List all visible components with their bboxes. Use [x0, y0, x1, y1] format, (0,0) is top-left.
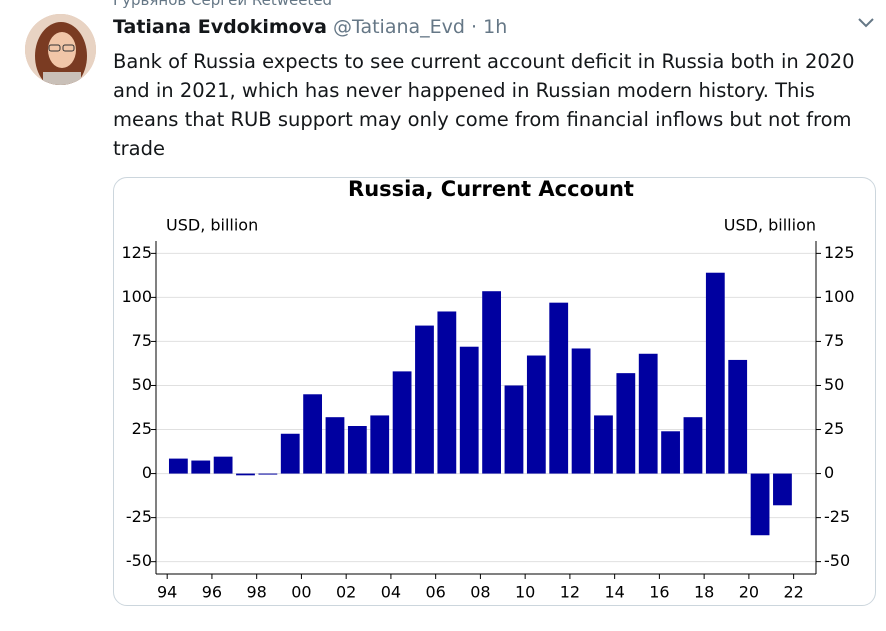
bar — [280, 433, 300, 474]
bar — [236, 473, 255, 476]
author-name[interactable]: Tatiana Evdokimova — [113, 16, 327, 38]
y-axis-label: USD, billion — [166, 216, 258, 235]
bar — [750, 473, 770, 536]
bar — [705, 272, 725, 474]
bar — [325, 417, 345, 474]
x-tick-label: 18 — [694, 583, 714, 602]
y-tick-label: 25 — [132, 419, 152, 438]
bar — [347, 426, 367, 474]
bar — [526, 355, 546, 474]
y2-tick-label: -50 — [824, 551, 850, 570]
retweet-note: Гурьянов Сергей Retweeted — [113, 0, 333, 9]
x-tick-label: 94 — [157, 583, 177, 602]
tweet-text: Bank of Russia expects to see current ac… — [113, 50, 855, 160]
shirt — [43, 72, 81, 85]
face — [48, 32, 76, 68]
bar — [459, 346, 479, 474]
bar — [773, 473, 792, 506]
y2-tick-label: 0 — [824, 463, 834, 482]
y2-tick-label: 50 — [824, 375, 844, 394]
y-tick-label: 125 — [121, 243, 152, 262]
bar — [258, 473, 278, 475]
x-tick-label: 10 — [515, 583, 535, 602]
bar — [370, 415, 390, 474]
x-tick-label: 02 — [336, 583, 356, 602]
chart-title: Russia, Current Account — [348, 178, 634, 201]
bar — [683, 417, 703, 474]
tweet-time[interactable]: 1h — [483, 16, 508, 38]
y-tick-label: 100 — [121, 287, 152, 306]
avatar[interactable] — [25, 14, 96, 85]
separator: · — [471, 16, 478, 38]
y2-axis-label: USD, billion — [724, 216, 816, 235]
bar — [504, 385, 524, 474]
x-tick-label: 16 — [649, 583, 669, 602]
x-tick-label: 20 — [739, 583, 759, 602]
glasses — [48, 44, 61, 52]
chart: Russia, Current Account USD, billion USD… — [121, 178, 855, 602]
bar — [638, 353, 658, 474]
y2-tick-label: 125 — [824, 243, 855, 262]
x-tick-label: 14 — [604, 583, 624, 602]
y-tick-label: -25 — [126, 507, 152, 526]
bar — [549, 302, 569, 474]
x-tick-label: 96 — [202, 583, 222, 602]
x-tick-label: 98 — [246, 583, 266, 602]
bar — [728, 359, 748, 474]
x-tick-label: 04 — [381, 583, 401, 602]
caret-menu[interactable] — [857, 16, 875, 30]
y-tick-label: -50 — [126, 551, 152, 570]
bar — [392, 371, 412, 474]
x-tick-label: 06 — [425, 583, 445, 602]
bar — [168, 458, 188, 474]
caret-icon — [858, 18, 874, 28]
avatar-image — [25, 14, 96, 85]
bar — [616, 373, 636, 474]
bar — [661, 431, 680, 474]
y2-tick-label: 25 — [824, 419, 844, 438]
x-tick-label: 08 — [470, 583, 490, 602]
y-tick-label: 75 — [132, 331, 152, 350]
y2-tick-label: -25 — [824, 507, 850, 526]
bar — [213, 456, 233, 474]
y-tick-label: 0 — [142, 463, 152, 482]
x-tick-label: 12 — [560, 583, 580, 602]
bar — [571, 348, 591, 474]
bar — [191, 460, 211, 474]
x-tick-label: 00 — [291, 583, 311, 602]
bar — [415, 325, 434, 474]
y2-tick-label: 75 — [824, 331, 844, 350]
x-tick-label: 22 — [783, 583, 803, 602]
tweet-header: Tatiana Evdokimova @Tatiana_Evd · 1h — [113, 16, 507, 38]
y-tick-label: 50 — [132, 375, 152, 394]
bar — [303, 394, 323, 474]
bar — [594, 415, 613, 474]
y2-tick-label: 100 — [824, 287, 855, 306]
bar — [482, 291, 501, 474]
chart-card[interactable]: Russia, Current Account USD, billion USD… — [113, 177, 876, 606]
bar — [437, 311, 457, 474]
author-handle[interactable]: @Tatiana_Evd — [332, 16, 465, 38]
glasses — [62, 44, 75, 52]
